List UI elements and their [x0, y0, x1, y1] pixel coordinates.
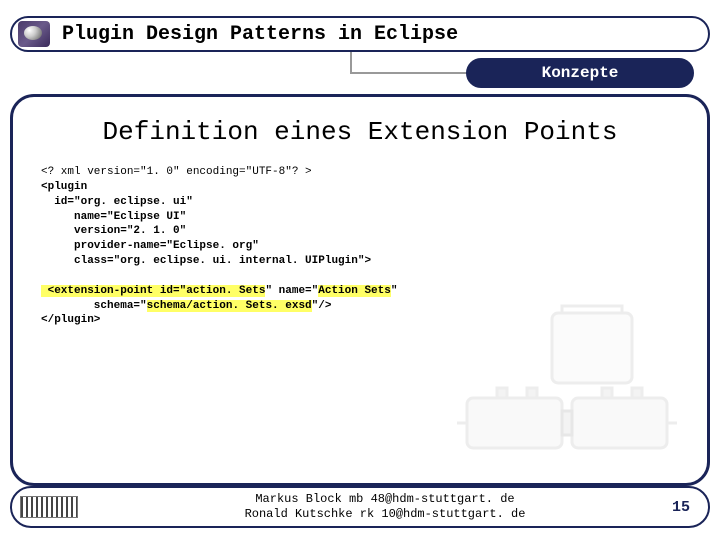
code-line: <plugin	[41, 181, 87, 193]
code-line: <? xml version="1. 0" encoding="UTF-8"? …	[41, 166, 312, 178]
footer-line: Ronald Kutschke rk 10@hdm-stuttgart. de	[98, 507, 672, 522]
code-text: "	[391, 285, 398, 297]
connector-line	[350, 72, 470, 74]
connector-line	[350, 52, 352, 74]
code-text: " name="	[265, 285, 318, 297]
header-bar: Plugin Design Patterns in Eclipse	[10, 16, 710, 52]
code-hl: <extension-point id="action. Sets	[41, 285, 265, 297]
code-line: name="Eclipse UI"	[41, 211, 186, 223]
page-number: 15	[672, 499, 690, 516]
section-label: Konzepte	[542, 64, 619, 82]
code-line: id="org. eclipse. ui"	[41, 196, 193, 208]
main-panel: Definition eines Extension Points <? xml…	[10, 94, 710, 486]
code-line: provider-name="Eclipse. org"	[41, 240, 259, 252]
code-line: class="org. eclipse. ui. internal. UIPlu…	[41, 255, 371, 267]
eclipse-logo-icon	[18, 21, 50, 47]
code-text: "/>	[312, 300, 332, 312]
slide-heading: Definition eines Extension Points	[41, 117, 679, 147]
footer-line: Markus Block mb 48@hdm-stuttgart. de	[98, 492, 672, 507]
code-hl: schema/action. Sets. exsd	[147, 300, 312, 312]
code-text: schema="	[41, 300, 147, 312]
code-hl: Action Sets	[318, 285, 391, 297]
hdm-logo-icon	[20, 496, 78, 518]
plug-socket-icon	[457, 303, 677, 463]
section-pill: Konzepte	[466, 58, 694, 88]
header-title: Plugin Design Patterns in Eclipse	[62, 23, 458, 46]
footer-authors: Markus Block mb 48@hdm-stuttgart. de Ron…	[98, 492, 672, 522]
code-line: </plugin>	[41, 314, 100, 326]
footer-bar: Markus Block mb 48@hdm-stuttgart. de Ron…	[10, 486, 710, 528]
code-line: version="2. 1. 0"	[41, 225, 186, 237]
